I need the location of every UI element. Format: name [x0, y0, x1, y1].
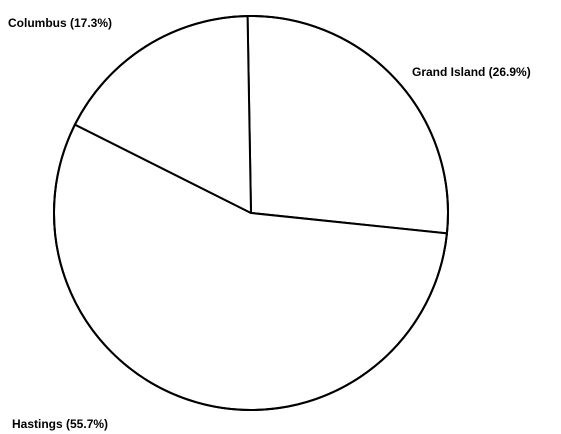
pie-slice-grand-island [246, 15, 449, 235]
pie-slices [52, 15, 449, 411]
pie-labels: Grand Island (26.9%) Hastings (55.7%) Co… [8, 16, 531, 431]
slice-label-columbus: Columbus (17.3%) [8, 16, 112, 30]
pie-outline [53, 15, 449, 411]
slice-label-grand-island: Grand Island (26.9%) [412, 65, 531, 79]
slice-label-hastings: Hastings (55.7%) [12, 417, 108, 431]
